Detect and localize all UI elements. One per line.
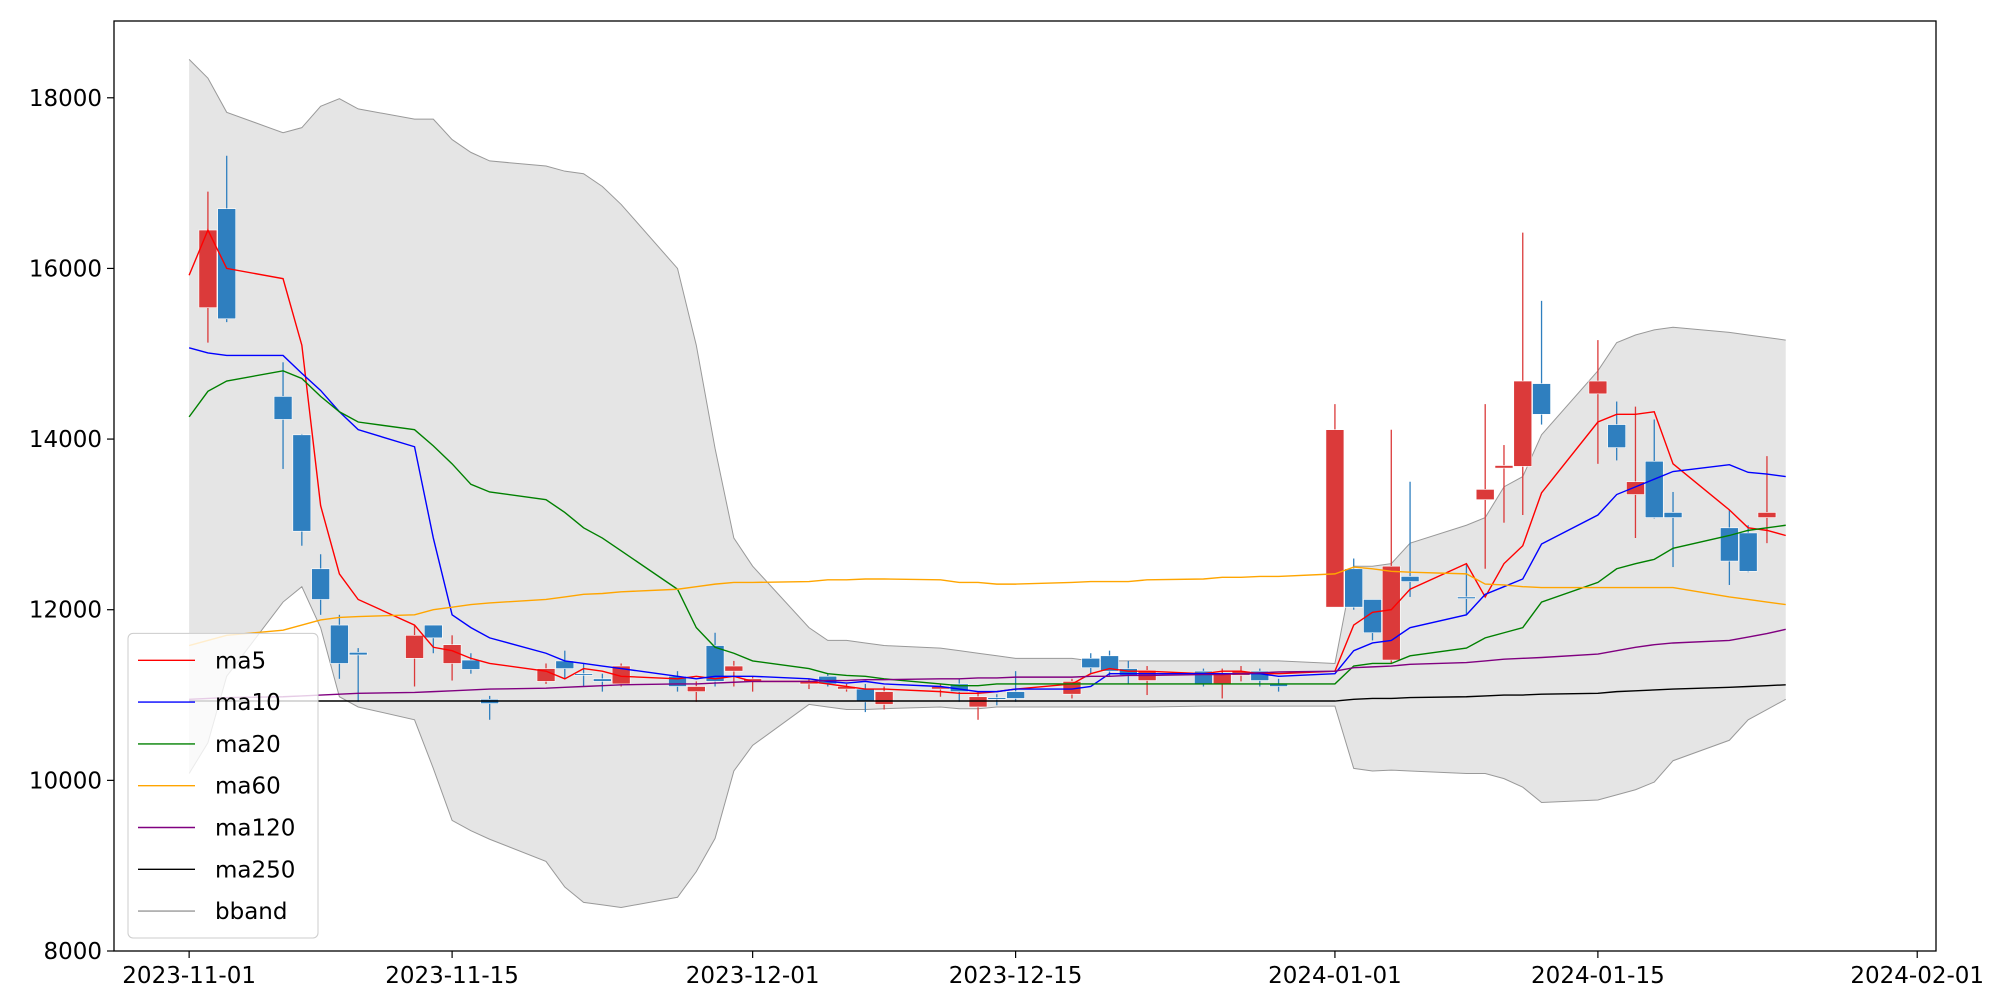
ma-line <box>188 370 1786 687</box>
candle-body <box>1081 658 1101 669</box>
candle-body <box>1325 429 1345 608</box>
candle-body <box>1757 512 1777 518</box>
band-edge <box>188 59 1786 664</box>
candle-body <box>1738 532 1758 572</box>
candle-body <box>1250 670 1270 681</box>
ma-line <box>189 684 1786 702</box>
candle-body <box>574 673 593 676</box>
y-tick-label: 14000 <box>29 427 102 453</box>
x-tick-label: 2023-12-01 <box>686 963 820 989</box>
band-fill <box>189 59 1786 908</box>
legend-label: ma10 <box>215 690 281 716</box>
plot-frame <box>113 20 1937 952</box>
candle-body <box>1588 380 1608 395</box>
x-tick-label: 2023-12-15 <box>949 963 1083 989</box>
x-tick-label: 2024-01-15 <box>1531 963 1665 989</box>
y-tick-label: 18000 <box>29 86 102 112</box>
candle-body <box>311 568 330 600</box>
candle-body <box>856 688 875 703</box>
y-tick-label: 12000 <box>29 598 102 624</box>
candle-body <box>1513 380 1533 467</box>
candle-body <box>1607 424 1626 448</box>
candle-body <box>273 396 293 420</box>
legend-box <box>127 632 319 939</box>
candle-body <box>611 665 631 685</box>
candle-body <box>1006 691 1025 699</box>
candle-body <box>987 697 1007 700</box>
candle-body <box>348 652 368 656</box>
candle-body <box>1457 596 1476 599</box>
y-tick-label: 16000 <box>29 256 102 282</box>
candle-body <box>686 686 706 692</box>
candle-body <box>1475 489 1495 500</box>
candle-body <box>1720 527 1739 562</box>
candle-body <box>724 665 744 672</box>
candle-body <box>1644 460 1664 518</box>
candle-body <box>593 678 612 682</box>
x-tick-label: 2024-02-01 <box>1850 963 1984 989</box>
candle-body <box>1100 655 1119 672</box>
x-tick-label: 2023-11-15 <box>385 963 519 989</box>
legend-label: ma120 <box>215 816 295 842</box>
legend-label: ma20 <box>215 732 281 758</box>
candle-body <box>1344 568 1364 608</box>
candle-body <box>292 434 312 532</box>
candle-body <box>874 691 894 705</box>
candle-body <box>461 659 481 670</box>
candle-body <box>424 624 443 639</box>
ma-line <box>188 228 1786 695</box>
candle-body <box>1532 383 1551 415</box>
candle-body <box>1663 512 1683 518</box>
candle-body <box>1363 599 1382 634</box>
y-tick-label: 10000 <box>29 768 102 794</box>
candle-body <box>1494 465 1514 469</box>
legend-label: ma5 <box>215 648 266 674</box>
candle-body <box>405 635 424 659</box>
candle-body <box>968 696 988 708</box>
candle-body <box>1381 565 1401 661</box>
x-tick-label: 2023-11-01 <box>122 963 256 989</box>
legend-label: ma250 <box>215 857 295 883</box>
legend-label: ma60 <box>215 774 281 800</box>
legend: ma5 ma10 ma20 ma60 ma120 ma250 bband <box>127 632 319 939</box>
band-edge <box>188 585 1786 908</box>
candle-body <box>217 208 237 320</box>
candle-body <box>330 624 349 664</box>
candle-body <box>1400 576 1420 582</box>
ma-line <box>188 347 1786 693</box>
x-tick-label: 2024-01-01 <box>1268 963 1402 989</box>
ma-line <box>188 566 1786 647</box>
legend-label: bband <box>215 899 287 925</box>
ma-line <box>189 628 1786 700</box>
y-tick-label: 8000 <box>43 939 102 965</box>
candle-body <box>442 644 462 664</box>
candle-body <box>705 645 725 682</box>
